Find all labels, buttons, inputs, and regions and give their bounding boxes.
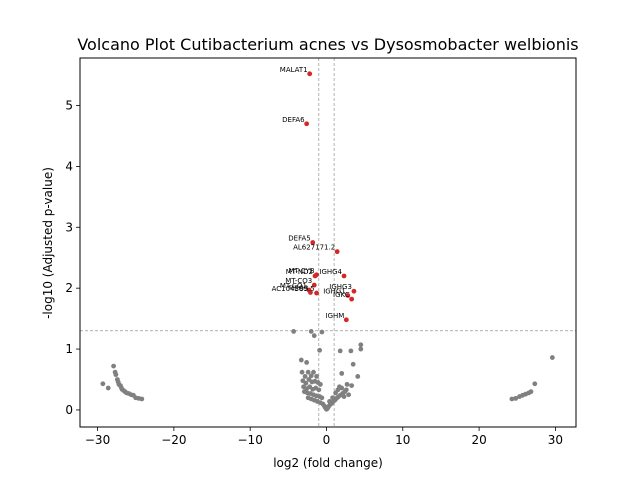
chart-title: Volcano Plot Cutibacterium acnes vs Dyso… [77,35,578,54]
data-point-significant [307,71,313,77]
x-axis-label: log2 (fold change) [273,456,383,470]
data-point-nonsignificant [358,346,364,352]
data-point-significant [312,273,318,279]
data-point-nonsignificant [339,385,345,391]
data-point-nonsignificant [348,348,354,354]
data-point-nonsignificant [509,396,515,402]
x-tick-label: −20 [161,433,186,447]
gene-label: IGHG3 [329,283,352,291]
data-point-nonsignificant [298,357,304,363]
gene-label: MALAT1 [280,66,308,74]
x-tick-label: 10 [395,433,410,447]
data-point-nonsignificant [337,348,343,354]
data-point-nonsignificant [303,380,309,386]
x-tick-label: 30 [548,433,563,447]
data-point-significant [351,288,357,294]
data-point-significant [343,317,349,323]
y-tick-label: 4 [65,159,73,173]
data-point-nonsignificant [532,381,538,387]
data-point-nonsignificant [528,389,534,395]
plot-area-frame [79,57,577,428]
gene-label: MEG3 [288,284,308,292]
y-axis-ticks: 0 1 2 3 4 5 [65,98,80,417]
gene-label: MT-CYB [289,267,315,275]
data-point-significant [304,121,310,127]
data-point-nonsignificant [346,392,352,398]
gene-label: AL627171.2 [293,244,335,252]
y-tick-label: 1 [65,342,73,356]
data-point-nonsignificant [330,395,335,401]
data-point-nonsignificant [299,369,305,375]
gene-label: MT-ND2 [286,268,313,276]
data-point-nonsignificant [308,373,314,379]
data-point-nonsignificant [343,387,349,393]
gene-label: DEFA5 [288,235,310,243]
y-tick-label: 0 [65,403,73,417]
data-point-nonsignificant [341,394,347,399]
data-point-nonsignificant [291,329,297,334]
x-tick-label: −30 [85,433,110,447]
data-point-nonsignificant [113,372,119,378]
data-point-significant [314,290,319,296]
x-tick-label: −10 [238,433,263,447]
data-point-significant [349,296,355,302]
data-point-nonsignificant [355,374,361,379]
data-point-nonsignificant [316,387,322,393]
data-point-significant [311,282,317,288]
data-point-nonsignificant [314,374,319,379]
data-point-nonsignificant [339,371,345,376]
x-tick-label: 20 [471,433,486,447]
gene-label: IGHM [326,312,345,320]
x-axis-ticks: −30 −20 −10 0 10 20 30 [85,427,563,447]
data-point-nonsignificant [311,369,316,375]
data-point-nonsignificant [358,342,364,348]
data-point-nonsignificant [100,381,106,387]
data-point-nonsignificant [319,329,325,335]
data-point-nonsignificant [327,399,332,404]
data-point-nonsignificant [513,395,519,401]
data-point-nonsignificant [344,381,350,387]
gene-label: AC104389.5 [272,285,315,293]
data-point-nonsignificant [305,369,311,375]
gene-label: IGKC [333,291,350,299]
gene-label: MT-CO3 [285,277,312,285]
data-point-nonsignificant [308,329,314,334]
data-points [100,71,555,412]
data-point-nonsignificant [139,396,145,402]
threshold-lines [80,58,576,427]
y-tick-label: 5 [65,98,73,112]
y-tick-label: 2 [65,281,73,295]
data-point-nonsignificant [311,333,317,339]
data-point-significant [341,273,347,279]
data-point-significant [345,293,351,298]
data-point-nonsignificant [549,355,555,360]
data-point-significant [310,240,316,245]
gene-label: DEFA6 [282,116,305,124]
data-point-nonsignificant [319,395,325,401]
data-point-nonsignificant [302,374,308,379]
data-point-nonsignificant [317,347,323,353]
gene-labels: MALAT1DEFA6DEFA5AL627171.2IGHG4MT-CYBMT-… [272,66,352,320]
x-tick-label: 0 [323,433,331,447]
gene-label: IGHG4 [319,268,342,276]
data-point-nonsignificant [304,360,310,365]
gene-label: MT-CO1 [280,282,307,290]
data-point-nonsignificant [105,385,111,391]
data-point-nonsignificant [350,361,356,367]
data-point-nonsignificant [111,363,116,369]
y-tick-label: 3 [65,220,73,234]
data-point-nonsignificant [317,381,323,387]
gene-label: IGHG1 [323,287,346,295]
data-point-significant [334,249,340,255]
data-point-significant [308,290,313,295]
data-point-nonsignificant [349,383,355,388]
y-axis-label: -log10 (Adjusted p-value) [41,167,55,319]
